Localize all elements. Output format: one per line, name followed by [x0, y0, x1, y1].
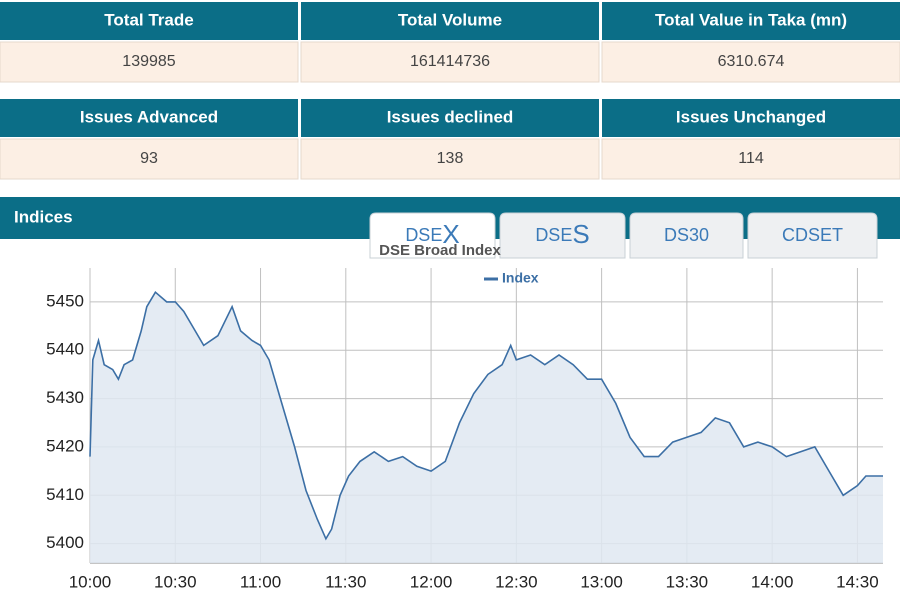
tab-label-main: CDSET: [782, 225, 843, 245]
header-text: Total Volume: [398, 10, 502, 29]
value-text: 138: [437, 150, 464, 167]
x-tick-label: 10:00: [69, 572, 112, 591]
tab-label[interactable]: DS30: [664, 225, 709, 245]
value-text: 139985: [122, 53, 175, 70]
y-tick-label: 5430: [46, 388, 84, 407]
header-cell: [301, 2, 599, 40]
x-tick-label: 14:00: [751, 572, 794, 591]
y-tick-label: 5420: [46, 436, 84, 455]
tab-label-main: DS30: [664, 225, 709, 245]
y-tick-label: 5440: [46, 340, 84, 359]
y-tick-label: 5410: [46, 485, 84, 504]
x-tick-label: 14:30: [836, 572, 879, 591]
x-tick-label: 13:00: [580, 572, 623, 591]
x-tick-label: 11:30: [325, 572, 366, 591]
header-cell: [0, 2, 298, 40]
x-tick-label: 13:30: [666, 572, 709, 591]
tab-label[interactable]: DSEX: [405, 219, 459, 249]
value-text: 161414736: [410, 53, 490, 70]
value-cell: [300, 138, 600, 180]
x-tick-label: 10:30: [154, 572, 197, 591]
value-text: 93: [140, 150, 158, 167]
tab: [747, 212, 878, 259]
tab: [499, 212, 626, 259]
legend-label: Index: [502, 270, 539, 286]
tab-label-main: DSE: [535, 225, 572, 245]
value-cell: [601, 138, 900, 180]
value-cell: [0, 138, 299, 180]
value-cell: [300, 41, 600, 83]
x-tick-label: 11:00: [240, 572, 281, 591]
x-tick-label: 12:30: [495, 572, 538, 591]
value-cell: [0, 41, 299, 83]
header-text: Issues Advanced: [80, 107, 218, 126]
tab-label[interactable]: DSES: [535, 219, 589, 249]
x-tick-label: 12:00: [410, 572, 453, 591]
header-text: Total Value in Taka (mn): [655, 10, 847, 29]
header-text: Total Trade: [104, 10, 193, 29]
tab: [629, 212, 744, 259]
header-cell: [0, 99, 298, 137]
area: [90, 292, 883, 563]
tab-label[interactable]: CDSET: [782, 225, 843, 245]
header-cell: [301, 99, 599, 137]
y-tick-label: 5450: [46, 291, 84, 310]
line: [89, 290, 883, 541]
chart-title: DSE Broad Index: [379, 242, 501, 259]
indices-title: Indices: [14, 207, 73, 226]
tab: [369, 212, 496, 259]
y-tick-label: 5400: [46, 533, 84, 552]
header-text: Issues declined: [387, 107, 514, 126]
tab-label-accent: S: [572, 219, 589, 249]
value-text: 114: [738, 150, 764, 167]
value-text: 6310.674: [718, 53, 785, 70]
value-cell: [601, 41, 900, 83]
header-cell: [602, 2, 900, 40]
header-cell: [602, 99, 900, 137]
tab-label-accent: X: [442, 219, 459, 249]
header-text: Issues Unchanged: [676, 107, 826, 126]
tab-label-main: DSE: [405, 225, 442, 245]
